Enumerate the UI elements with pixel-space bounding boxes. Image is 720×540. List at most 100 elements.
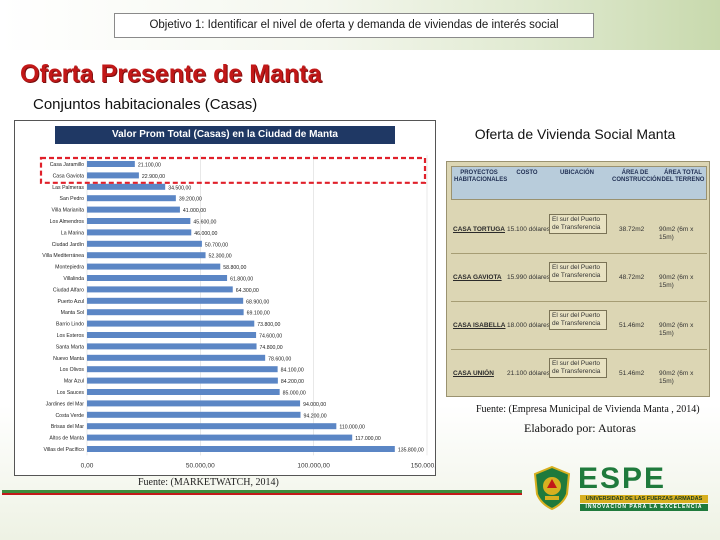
- category-label: Villalinda: [63, 276, 84, 282]
- highlight-box: [39, 156, 427, 184]
- project-area: 48.72m2: [619, 274, 645, 281]
- author-credit: Elaborado por: Autoras: [524, 421, 636, 435]
- category-label: Casa Gaviota: [53, 173, 85, 179]
- logo-university-name: UNIVERSIDAD DE LAS FUERZAS ARMADAS: [580, 495, 708, 503]
- project-terrain: 90m2 (6m x 15m): [659, 370, 694, 385]
- bar-value-label: 39.200,00: [179, 197, 202, 203]
- bar-value-label: 64.300,00: [236, 288, 259, 294]
- bar-value-label: 85.000,00: [283, 391, 306, 397]
- category-label: Villa Marianita: [52, 208, 85, 214]
- bar: [87, 218, 191, 224]
- category-label: Jardines del Mar: [46, 401, 85, 407]
- bar-value-label: 22.900,00: [142, 174, 165, 180]
- project-name: CASA UNIÓN: [453, 370, 494, 377]
- category-label: Altos de Manta: [49, 436, 84, 442]
- x-tick-label: 0,00: [81, 462, 94, 469]
- bar: [87, 161, 135, 167]
- project-cost: 21.100 dólares: [507, 370, 551, 377]
- divider-red: [2, 493, 522, 495]
- espe-logo: ESPE UNIVERSIDAD DE LAS FUERZAS ARMADAS …: [578, 462, 710, 514]
- bar-value-label: 46.000,00: [194, 231, 217, 237]
- bar: [87, 423, 337, 430]
- category-label: Los Olivos: [60, 367, 85, 373]
- project-location: El sur del Puerto de Transferencia: [549, 262, 607, 282]
- bar: [87, 343, 257, 350]
- bar: [87, 366, 278, 373]
- divider-green: [2, 490, 522, 493]
- column-header: UBICACIÓN: [560, 170, 594, 176]
- bar-value-label: 61.800,00: [230, 277, 253, 283]
- bar-value-label: 21.100,00: [138, 163, 161, 169]
- bar-value-label: 69.100,00: [247, 311, 270, 317]
- bar: [87, 309, 244, 316]
- bar: [87, 400, 301, 407]
- x-tick-label: 50.000,00: [186, 462, 215, 469]
- bar-value-label: 34.500,00: [168, 185, 191, 191]
- table-source: Fuente: (Empresa Municipal de Vivienda M…: [476, 404, 700, 415]
- bar-value-label: 135.800,00: [398, 448, 424, 454]
- category-label: Costa Verde: [55, 413, 84, 419]
- offer-table: PROYECTOS HABITACIONALES COSTO UBICACIÓN…: [446, 161, 710, 397]
- logo-motto: INNOVACIÓN PARA LA EXCELENCIA: [580, 504, 708, 511]
- bar: [87, 320, 255, 327]
- category-label: Las Palmeras: [52, 185, 84, 191]
- category-label: Manta Sol: [61, 310, 84, 316]
- bar-value-label: 84.100,00: [281, 368, 304, 374]
- bar: [87, 252, 206, 259]
- bar: [87, 263, 221, 270]
- bar: [87, 206, 180, 213]
- category-label: Santa Marta: [56, 344, 84, 350]
- column-header: PROYECTOS HABITACIONALES: [454, 170, 508, 183]
- column-header: ÁREA TOTAL DEL TERRENO: [661, 170, 705, 183]
- bar: [87, 183, 166, 190]
- project-name: CASA GAVIOTA: [453, 274, 502, 281]
- bar: [87, 195, 176, 202]
- bar: [87, 411, 301, 418]
- bar-value-label: 50.700,00: [205, 242, 228, 248]
- category-label: Barrio Lindo: [56, 322, 84, 328]
- bar-value-label: 117.000,00: [355, 436, 381, 442]
- project-area: 51.46m2: [619, 322, 645, 329]
- logo-wordmark: ESPE: [578, 462, 667, 495]
- bar-value-label: 110.000,00: [339, 425, 365, 431]
- bar: [87, 229, 192, 236]
- objective-box: Objetivo 1: Identificar el nivel de ofer…: [114, 13, 594, 38]
- bar: [87, 354, 266, 361]
- category-label: La Marina: [61, 230, 84, 236]
- project-name: CASA ISABELLA: [453, 322, 506, 329]
- bar: [87, 275, 228, 281]
- bar: [87, 389, 280, 395]
- category-label: San Pedro: [59, 196, 84, 202]
- category-label: Villa Mediterránea: [42, 253, 84, 259]
- category-label: Los Esteros: [57, 333, 85, 339]
- project-cost: 15.100 dólares: [507, 226, 551, 233]
- table-row: CASA ISABELLA 18.000 dólares El sur del …: [451, 304, 707, 350]
- page-title: Oferta Presente de Manta: [20, 60, 322, 88]
- bar-value-label: 74.800,00: [260, 345, 283, 351]
- project-location: El sur del Puerto de Transferencia: [549, 310, 607, 330]
- category-label: Villas del Pacífico: [43, 447, 84, 453]
- bar: [87, 446, 395, 452]
- column-header: ÁREA DE CONSTRUCCIÓN: [612, 170, 661, 183]
- project-terrain: 90m2 (6m x 15m): [659, 322, 694, 337]
- project-name: CASA TORTUGA: [453, 226, 505, 233]
- bar-value-label: 45.600,00: [193, 220, 216, 226]
- project-area: 51.46m2: [619, 370, 645, 377]
- offer-title: Oferta de Vivienda Social Manta: [474, 126, 676, 142]
- chart-source: Fuente: (MARKETWATCH, 2014): [138, 477, 279, 488]
- bar: [87, 377, 278, 384]
- project-cost: 18.000 dólares: [507, 322, 551, 329]
- bar-value-label: 78.600,00: [268, 356, 291, 362]
- table-row: CASA UNIÓN 21.100 dólares El sur del Pue…: [451, 352, 707, 396]
- x-tick-label: 150.000,00: [411, 462, 435, 469]
- bar: [87, 286, 233, 293]
- category-label: Brisas del Mar: [51, 424, 84, 430]
- category-label: Ciudad Jardín: [52, 242, 84, 248]
- category-label: Montepiedra: [55, 265, 84, 271]
- category-label: Mar Azul: [64, 379, 84, 385]
- bar: [87, 240, 202, 247]
- category-label: Casa Jaramillo: [50, 162, 84, 168]
- column-header: COSTO: [516, 170, 538, 176]
- category-label: Los Sauces: [57, 390, 85, 396]
- bar-value-label: 74.600,00: [259, 334, 282, 340]
